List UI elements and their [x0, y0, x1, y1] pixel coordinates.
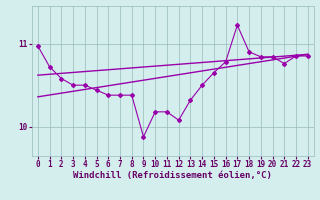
X-axis label: Windchill (Refroidissement éolien,°C): Windchill (Refroidissement éolien,°C) — [73, 171, 272, 180]
